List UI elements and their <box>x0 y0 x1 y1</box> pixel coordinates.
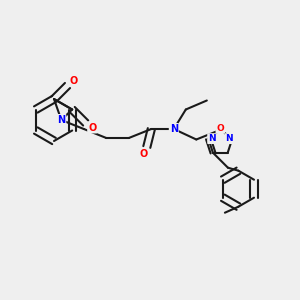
Text: N: N <box>226 134 233 143</box>
Text: O: O <box>140 149 148 160</box>
Text: N: N <box>57 115 65 125</box>
Text: N: N <box>170 124 178 134</box>
Text: N: N <box>208 134 216 143</box>
Text: O: O <box>88 122 96 133</box>
Text: O: O <box>70 76 78 86</box>
Text: O: O <box>216 124 224 133</box>
